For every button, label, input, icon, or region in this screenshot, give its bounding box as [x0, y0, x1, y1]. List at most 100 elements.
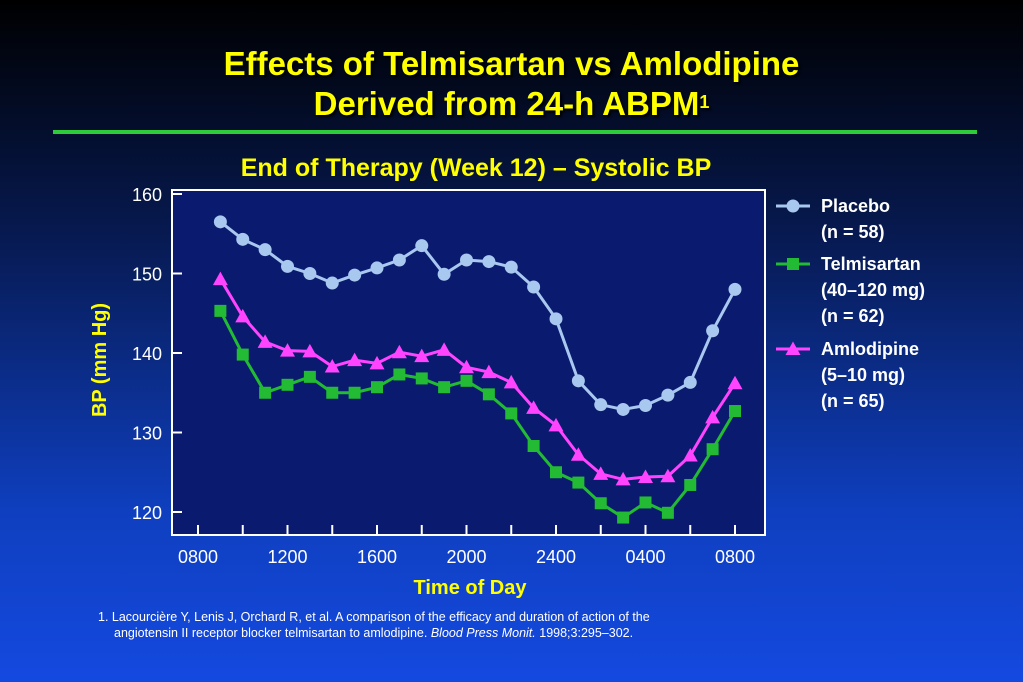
- legend-label-telmisartan: (n = 62): [821, 306, 885, 326]
- amlodipine-point: [414, 348, 430, 363]
- telmisartan-point: [527, 440, 540, 453]
- page-title: Effects of Telmisartan vs Amlodipine Der…: [0, 44, 1023, 124]
- amlodipine-point: [369, 355, 385, 370]
- series-placebo: [213, 215, 742, 416]
- placebo-point: [504, 260, 518, 274]
- placebo-point: [236, 232, 250, 246]
- legend-marker-telmisartan: [787, 258, 799, 270]
- amlodipine-point: [212, 271, 228, 286]
- legend-item-placebo: Placebo (n = 58): [776, 196, 890, 242]
- placebo-point: [571, 374, 585, 388]
- placebo-point: [482, 255, 496, 269]
- series-telmisartan: [214, 304, 741, 524]
- x-tick-label: 0800: [178, 547, 218, 567]
- amlodipine-point: [548, 417, 564, 432]
- placebo-point: [281, 259, 294, 273]
- footnote-line-1: 1. Lacourcière Y, Lenis J, Orchard R, et…: [98, 610, 650, 624]
- plot-area: [171, 189, 766, 536]
- legend-label-amlodipine: (n = 65): [821, 391, 885, 411]
- telmisartan-point: [303, 370, 316, 383]
- amlodipine-point: [280, 343, 295, 357]
- y-tick-label: 160: [132, 185, 162, 205]
- telmisartan-point: [617, 511, 630, 524]
- legend-marker-amlodipine: [785, 341, 801, 355]
- amlodipine-point: [705, 409, 721, 424]
- amlodipine-point: [436, 342, 452, 356]
- title-line-1: Effects of Telmisartan vs Amlodipine: [223, 45, 800, 82]
- placebo-point: [594, 398, 608, 412]
- footnote-volume: 1998;3:295–302.: [535, 626, 634, 640]
- amlodipine-point: [660, 468, 676, 483]
- series-amlodipine: [212, 271, 743, 486]
- placebo-point: [616, 402, 630, 416]
- telmisartan-point: [550, 466, 562, 479]
- footnote: 1. Lacourcière Y, Lenis J, Orchard R, et…: [98, 609, 798, 641]
- x-tick-label: 0400: [625, 547, 665, 567]
- telmisartan-point: [438, 381, 451, 394]
- legend-item-amlodipine: Amlodipine (5–10 mg) (n = 65): [776, 339, 919, 411]
- x-tick-label: 2000: [446, 547, 486, 567]
- legend-label-telmisartan: (40–120 mg): [821, 280, 925, 300]
- x-tick-label: 2400: [536, 547, 576, 567]
- placebo-point: [213, 215, 227, 229]
- y-tick-label: 150: [132, 265, 162, 285]
- title-line-2: Derived from 24-h ABPM1: [0, 84, 1023, 124]
- telmisartan-point: [706, 443, 719, 456]
- legend-label-placebo: Placebo: [821, 196, 890, 216]
- y-axis-label: BP (mm Hg): [89, 303, 111, 417]
- legend-label-amlodipine: (5–10 mg): [821, 365, 905, 385]
- placebo-point: [392, 253, 406, 267]
- y-tick-label: 140: [132, 344, 162, 364]
- telmisartan-point: [214, 304, 227, 317]
- telmisartan-point: [482, 388, 495, 401]
- placebo-point: [706, 324, 720, 338]
- title-divider: [53, 130, 977, 134]
- amlodipine-point: [682, 448, 698, 462]
- amlodipine-point: [593, 466, 609, 480]
- amlodipine-point: [391, 344, 407, 359]
- series-layer: [212, 215, 743, 524]
- telmisartan-point: [236, 348, 249, 361]
- y-tick-label: 120: [132, 503, 162, 523]
- y-tick-label: 130: [132, 424, 162, 444]
- legend-label-telmisartan: Telmisartan: [821, 254, 921, 274]
- amlodipine-point: [526, 400, 542, 414]
- telmisartan-point: [639, 496, 652, 509]
- telmisartan-point: [415, 372, 428, 385]
- placebo-point: [639, 398, 652, 412]
- x-tick-label: 1600: [357, 547, 397, 567]
- placebo-point: [527, 280, 541, 294]
- placebo-point: [661, 388, 675, 402]
- x-axis: 0800 1200 1600 2000 2400 0400 0800: [178, 525, 755, 567]
- placebo-point: [348, 268, 362, 282]
- legend-item-telmisartan: Telmisartan (40–120 mg) (n = 62): [776, 254, 925, 326]
- amlodipine-point: [503, 374, 519, 389]
- amlodipine-point: [347, 352, 363, 367]
- footnote-citation: angiotensin II receptor blocker telmisar…: [114, 626, 431, 640]
- telmisartan-point: [259, 386, 272, 399]
- legend-label-placebo: (n = 58): [821, 222, 885, 242]
- telmisartan-point: [572, 476, 585, 489]
- amlodipine-point: [638, 469, 653, 484]
- amlodipine-point: [324, 359, 340, 373]
- telmisartan-point: [393, 368, 406, 381]
- placebo-point: [683, 375, 697, 389]
- telmisartan-point: [684, 478, 697, 491]
- placebo-point: [549, 312, 563, 326]
- telmisartan-point: [348, 386, 361, 399]
- placebo-point: [303, 267, 317, 280]
- title-footnote-marker: 1: [699, 92, 710, 112]
- y-axis: 120 130 140 150 160: [132, 185, 182, 523]
- x-axis-label: Time of Day: [414, 577, 528, 599]
- telmisartan-point: [460, 374, 473, 387]
- placebo-point: [325, 276, 339, 290]
- title-line-2-text: Derived from 24-h ABPM: [313, 85, 700, 122]
- amlodipine-point: [615, 471, 631, 486]
- telmisartan-point: [661, 506, 674, 519]
- telmisartan-point: [326, 386, 339, 399]
- amlodipine-point: [727, 375, 743, 390]
- amlodipine-point: [481, 364, 497, 379]
- legend-marker-placebo: [786, 199, 800, 213]
- telmisartan-point: [729, 405, 741, 418]
